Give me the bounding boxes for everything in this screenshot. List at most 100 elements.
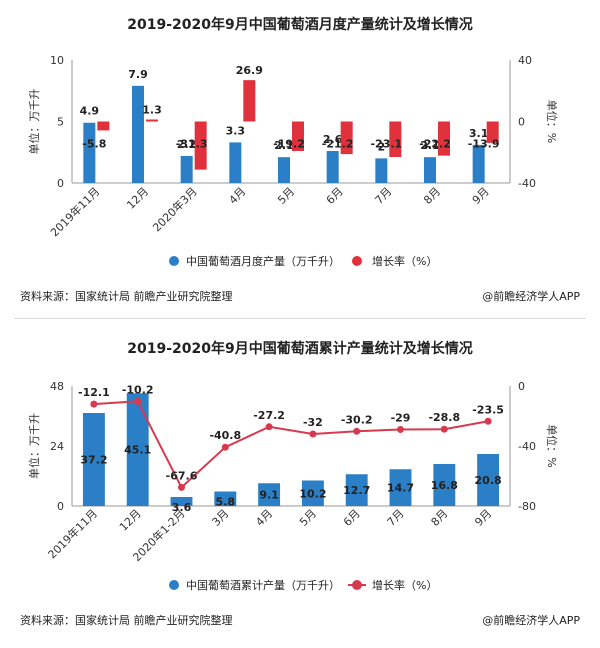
y-right-tick-label: 0	[518, 380, 525, 393]
y-right-tick-label: -40	[518, 177, 536, 190]
x-tick-label: 9月	[472, 507, 494, 529]
cumulative-bar-label: 45.1	[124, 444, 151, 457]
growth-rate-label: -30.2	[341, 413, 373, 426]
production-bar-label: 2.1	[274, 139, 294, 152]
production-bar-label: 3.1	[469, 127, 489, 140]
legend-label-growth: 增长率（%）	[372, 578, 437, 592]
production-bar	[180, 155, 193, 183]
production-bar-label: 2.1	[420, 139, 440, 152]
production-bar	[229, 142, 242, 183]
y-left-tick-label: 24	[50, 440, 64, 453]
growth-rate-line	[93, 400, 489, 490]
cumulative-bar	[301, 480, 324, 506]
cumulative-bar	[258, 483, 281, 506]
cumulative-bar	[389, 469, 412, 506]
production-bar-label: 2.2	[177, 138, 197, 151]
growth-rate-label: -29	[391, 412, 411, 425]
growth-rate-label: -27.2	[253, 409, 285, 422]
chart-title: 2019-2020年9月中国葡萄酒累计产量统计及增长情况	[127, 341, 473, 357]
y-axis-left-title: 单位：万千升	[27, 89, 41, 155]
chart-title: 2019-2020年9月中国葡萄酒月度产量统计及增长情况	[127, 17, 473, 33]
x-tick-label: 12月	[117, 507, 144, 534]
y-right-tick-label: -40	[518, 440, 536, 453]
growth-rate-label: -5.8	[82, 138, 106, 151]
x-tick-label: 2019年11月	[47, 184, 102, 239]
growth-rate-label: -22.2	[419, 138, 451, 151]
legend-marker-production	[169, 256, 179, 266]
x-tick-label: 6月	[341, 507, 363, 529]
growth-rate-label: -19.2	[273, 138, 305, 151]
growth-rate-point	[484, 417, 492, 425]
growth-rate-bar	[146, 119, 158, 122]
cumulative-bar-label: 12.7	[343, 484, 370, 497]
y-left-tick-label: 0	[57, 500, 64, 513]
production-bar	[472, 144, 485, 183]
x-tick-label: 4月	[227, 185, 249, 207]
production-bar-label: 4.9	[80, 105, 100, 118]
brand-label: @前瞻经济学人APP	[482, 290, 580, 303]
cumulative-bar	[126, 393, 149, 506]
y-left-tick-label: 0	[57, 177, 64, 190]
source-note: 资料来源：国家统计局 前瞻产业研究院整理	[20, 290, 233, 303]
x-tick-label: 8月	[429, 507, 451, 529]
growth-rate-label: -13.9	[468, 138, 500, 151]
chart-panel-monthly: 2019-2020年9月中国葡萄酒月度产量统计及增长情况 0 5 10 -40 0 40 单…	[0, 0, 600, 318]
legend-label-production: 中国葡萄酒月度产量（万千升）	[186, 254, 340, 268]
source-note: 资料来源：国家统计局 前瞻产业研究院整理	[20, 614, 233, 627]
growth-rate-point	[309, 430, 317, 438]
legend-label-production: 中国葡萄酒累计产量（万千升）	[186, 578, 340, 592]
y-axis-left-title: 单位：万千升	[27, 413, 41, 479]
x-tick-label: 7月	[373, 185, 395, 207]
x-tick-label: 2020年3月	[150, 184, 200, 234]
cumulative-bar-label: 10.2	[299, 487, 326, 500]
growth-rate-point	[397, 426, 404, 433]
x-tick-label: 7月	[385, 507, 407, 529]
growth-rate-point	[134, 397, 142, 405]
growth-rate-label: -12.1	[78, 386, 110, 399]
cumulative-bar	[82, 413, 105, 506]
growth-rate-bar	[194, 121, 207, 170]
growth-rate-bar	[292, 121, 304, 152]
production-bar	[278, 157, 290, 183]
growth-rate-label: 26.9	[236, 64, 263, 77]
cumulative-bar-label: 14.7	[387, 482, 414, 495]
y-left-tick-label: 5	[57, 116, 64, 129]
growth-rate-point	[178, 483, 185, 491]
growth-rate-bar	[340, 121, 353, 155]
growth-rate-label: -67.6	[166, 469, 198, 482]
growth-rate-label: -23.1	[370, 138, 402, 151]
y-right-tick-label: -80	[518, 500, 536, 513]
x-tick-label: 3月	[210, 507, 232, 529]
growth-rate-point	[265, 423, 273, 431]
chart-panel-cumulative: 2019-2020年9月中国葡萄酒累计产量统计及增长情况 0 24 48 -80 -40…	[0, 324, 600, 648]
x-tick-label: 8月	[421, 185, 443, 207]
x-tick-label: 9月	[470, 185, 492, 207]
growth-rate-bar	[243, 80, 256, 122]
x-tick-label: 5月	[297, 507, 319, 529]
cumulative-bar-label: 5.8	[216, 496, 236, 509]
growth-rate-point	[90, 400, 98, 408]
cumulative-bar-label: 16.8	[431, 479, 458, 492]
production-bar	[424, 157, 436, 183]
growth-rate-point	[353, 427, 361, 435]
y-right-tick-label: 0	[518, 116, 525, 129]
growth-rate-bar	[389, 121, 402, 158]
growth-rate-bar	[97, 121, 110, 131]
cumulative-bar-label: 3.6	[172, 501, 192, 514]
y-right-tick-label: 40	[518, 54, 532, 67]
x-tick-label: 12月	[124, 185, 151, 212]
brand-label: @前瞻经济学人APP	[482, 614, 580, 627]
production-bar-label: 2	[378, 140, 386, 153]
growth-rate-label: -10.2	[122, 383, 154, 396]
legend-marker-growth	[352, 256, 362, 266]
growth-rate-label: -21.2	[322, 138, 354, 151]
y-axis-right-title: 单位：%	[545, 100, 559, 143]
cumulative-bar	[214, 491, 237, 506]
production-bar-label: 2.6	[323, 133, 343, 146]
production-bar	[326, 151, 339, 183]
growth-rate-bar	[486, 121, 499, 143]
x-tick-label: 2019年11月	[45, 506, 100, 561]
cumulative-bar	[345, 474, 368, 506]
growth-rate-label: -23.5	[472, 403, 504, 416]
y-left-tick-label: 10	[50, 54, 64, 67]
